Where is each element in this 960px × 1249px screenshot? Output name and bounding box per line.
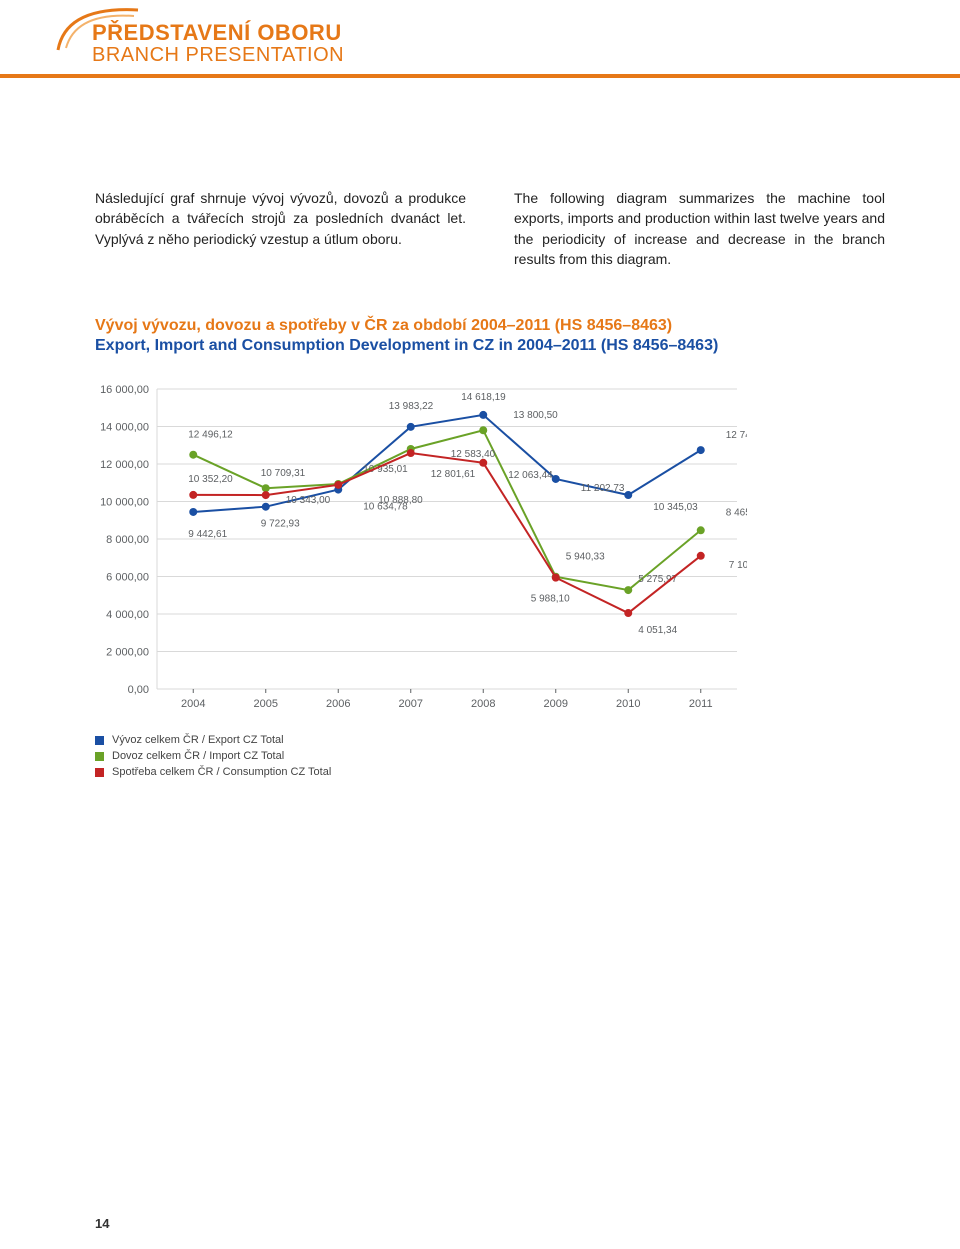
series-marker xyxy=(624,586,632,594)
value-label: 10 343,00 xyxy=(286,495,331,506)
value-label: 7 104,95 xyxy=(729,560,747,571)
value-label: 12 741,58 xyxy=(726,430,747,441)
value-label: 10 352,20 xyxy=(188,474,233,485)
chart-title-en: Export, Import and Consumption Developme… xyxy=(95,337,885,355)
y-tick-label: 2 000,00 xyxy=(106,647,149,659)
series-marker xyxy=(407,423,415,431)
x-tick-label: 2006 xyxy=(326,698,350,710)
value-label: 9 442,61 xyxy=(188,529,227,540)
series-marker xyxy=(262,484,270,492)
legend-swatch xyxy=(95,752,104,761)
paragraph-en: The following diagram summarizes the mac… xyxy=(514,188,885,269)
header-title-cs: PŘEDSTAVENÍ OBORU xyxy=(92,20,344,46)
series-marker xyxy=(697,526,705,534)
value-label: 10 888,80 xyxy=(378,495,423,506)
value-label: 10 709,31 xyxy=(261,468,306,479)
value-label: 4 051,34 xyxy=(638,625,677,636)
value-label: 14 618,19 xyxy=(461,392,506,403)
series-marker xyxy=(262,503,270,511)
legend-item: Dovoz celkem ČR / Import CZ Total xyxy=(95,750,885,762)
y-tick-label: 10 000,00 xyxy=(100,497,149,509)
series-marker xyxy=(552,574,560,582)
series-marker xyxy=(697,446,705,454)
paragraph-row: Následující graf shrnuje vývoj vývozů, d… xyxy=(95,188,885,269)
series-marker xyxy=(189,508,197,516)
header-titles: PŘEDSTAVENÍ OBORU BRANCH PRESENTATION xyxy=(92,20,344,67)
series-marker xyxy=(262,491,270,499)
x-tick-label: 2008 xyxy=(471,698,495,710)
y-tick-label: 12 000,00 xyxy=(100,459,149,471)
legend-item: Vývoz celkem ČR / Export CZ Total xyxy=(95,734,885,746)
value-label: 13 983,22 xyxy=(389,401,434,412)
value-label: 12 496,12 xyxy=(188,430,233,441)
series-marker xyxy=(479,459,487,467)
legend-label: Vývoz celkem ČR / Export CZ Total xyxy=(112,734,284,746)
chart-legend: Vývoz celkem ČR / Export CZ Total Dovoz c… xyxy=(95,734,885,778)
y-tick-label: 8 000,00 xyxy=(106,534,149,546)
value-label: 12 583,40 xyxy=(451,449,496,460)
series-marker xyxy=(407,449,415,457)
y-tick-label: 16 000,00 xyxy=(100,384,149,396)
value-label: 12 063,44 xyxy=(508,470,553,481)
legend-item: Spotřeba celkem ČR / Consumption CZ Tota… xyxy=(95,766,885,778)
chart-container: 0,00 2 000,00 4 000,00 6 000,00 8 000,00 10 0… xyxy=(95,379,885,720)
series-marker xyxy=(552,475,560,483)
page-number: 14 xyxy=(95,1216,109,1231)
series-marker xyxy=(479,411,487,419)
series-marker xyxy=(189,451,197,459)
header-title-en: BRANCH PRESENTATION xyxy=(92,44,344,67)
value-label: 12 801,61 xyxy=(431,469,476,480)
legend-swatch xyxy=(95,768,104,777)
value-label: 10 935,01 xyxy=(363,464,408,475)
legend-label: Spotřeba celkem ČR / Consumption CZ Tota… xyxy=(112,766,331,778)
paragraph-cs: Následující graf shrnuje vývoj vývozů, d… xyxy=(95,188,466,269)
series-marker xyxy=(479,426,487,434)
value-label: 13 800,50 xyxy=(513,410,558,421)
x-tick-label: 2005 xyxy=(254,698,278,710)
page-content: Následující graf shrnuje vývoj vývozů, d… xyxy=(0,78,960,778)
series-marker xyxy=(334,481,342,489)
series-marker xyxy=(624,609,632,617)
value-label: 5 988,10 xyxy=(531,594,570,605)
line-chart: 0,00 2 000,00 4 000,00 6 000,00 8 000,00 10 0… xyxy=(95,379,747,715)
x-tick-label: 2009 xyxy=(544,698,568,710)
x-tick-label: 2011 xyxy=(689,698,713,710)
chart-title-cs: Vývoj vývozu, dovozu a spotřeby v ČR za … xyxy=(95,317,885,335)
x-tick-label: 2004 xyxy=(181,698,205,710)
value-label: 11 202,73 xyxy=(581,483,625,494)
value-label: 5 940,33 xyxy=(566,552,605,563)
y-tick-label: 4 000,00 xyxy=(106,609,149,621)
value-label: 9 722,93 xyxy=(261,519,300,530)
series-marker xyxy=(189,491,197,499)
series-line xyxy=(193,430,701,590)
value-label: 8 465,38 xyxy=(726,507,747,518)
header-bar: PŘEDSTAVENÍ OBORU BRANCH PRESENTATION xyxy=(0,0,960,78)
x-tick-label: 2007 xyxy=(399,698,423,710)
y-tick-label: 0,00 xyxy=(128,684,149,696)
y-tick-label: 14 000,00 xyxy=(100,422,149,434)
series-marker xyxy=(624,491,632,499)
series-line xyxy=(193,415,701,512)
y-tick-label: 6 000,00 xyxy=(106,572,149,584)
value-label: 10 345,03 xyxy=(653,502,698,513)
series-marker xyxy=(697,552,705,560)
legend-label: Dovoz celkem ČR / Import CZ Total xyxy=(112,750,284,762)
x-tick-label: 2010 xyxy=(616,698,640,710)
legend-swatch xyxy=(95,736,104,745)
